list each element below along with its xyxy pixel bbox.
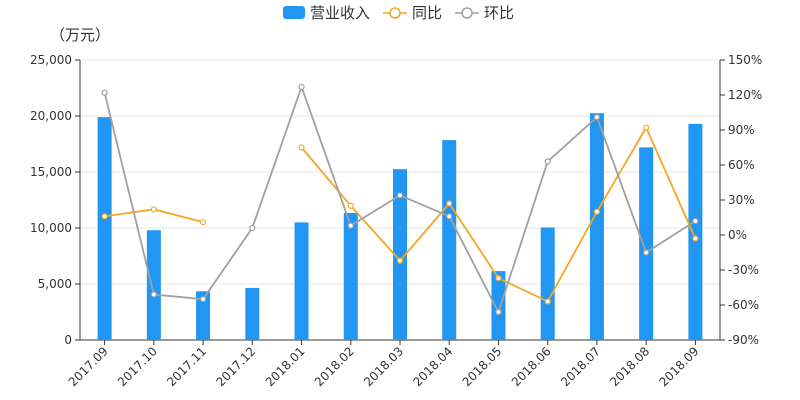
x-tick-label: 2018.04	[410, 344, 455, 389]
point-mom[interactable]	[643, 249, 650, 256]
point-mom[interactable]	[495, 308, 502, 316]
point-yoy[interactable]	[101, 213, 108, 220]
x-tick-label: 2017.11	[164, 344, 209, 389]
y-right-tick-label: 120%	[728, 88, 762, 102]
point-mom[interactable]	[692, 217, 699, 225]
x-tick-label: 2018.09	[657, 344, 702, 389]
bar-revenue[interactable]	[196, 291, 211, 340]
y-left-tick-label: 20,000	[30, 109, 72, 123]
point-mom[interactable]	[446, 213, 453, 220]
y-right-tick-label: 0%	[728, 228, 747, 242]
point-mom[interactable]	[199, 296, 207, 303]
y-right-tick-label: -30%	[728, 263, 759, 277]
y-left-tick-label: 25,000	[30, 53, 72, 67]
x-tick-label: 2018.02	[312, 344, 357, 389]
y-right-tick-label: 30%	[728, 193, 755, 207]
bar-revenue[interactable]	[540, 227, 555, 340]
point-yoy[interactable]	[593, 208, 601, 215]
point-yoy[interactable]	[199, 219, 207, 226]
bar-revenue[interactable]	[294, 222, 309, 340]
point-mom[interactable]	[101, 89, 108, 96]
y-axis-unit-label: （万元）	[50, 26, 110, 44]
bar-revenue[interactable]	[688, 123, 703, 340]
x-tick-label: 2018.01	[263, 344, 308, 389]
y-right-tick-label: 60%	[728, 158, 755, 172]
y-left-tick-label: 5,000	[38, 277, 72, 291]
point-mom[interactable]	[249, 224, 256, 232]
bar-revenue[interactable]	[639, 147, 654, 340]
x-tick-label: 2017.12	[213, 344, 258, 389]
y-axis-left-ticks: 0 5,000 10,000 15,000 20,000 25,000	[30, 53, 80, 347]
point-mom[interactable]	[298, 83, 305, 90]
legend-label-revenue: 营业收入	[310, 4, 370, 22]
bar-revenue[interactable]	[589, 113, 604, 340]
bar-revenue[interactable]	[442, 140, 457, 340]
point-yoy[interactable]	[446, 200, 453, 207]
x-tick-label: 2018.07	[558, 344, 603, 389]
point-mom[interactable]	[396, 192, 404, 199]
x-tick-label: 2018.05	[460, 344, 505, 389]
point-yoy[interactable]	[692, 235, 699, 242]
y-left-tick-label: 0	[64, 333, 72, 347]
legend-item-yoy[interactable]: 同比	[383, 4, 442, 22]
bar-revenue[interactable]	[146, 230, 161, 340]
point-yoy[interactable]	[544, 298, 551, 305]
bar-revenue[interactable]	[245, 287, 260, 340]
y-left-tick-label: 10,000	[30, 221, 72, 235]
line-series-yoy	[101, 124, 699, 305]
legend-label-mom: 环比	[484, 4, 514, 22]
x-tick-label: 2018.08	[607, 344, 652, 389]
point-yoy[interactable]	[643, 124, 650, 131]
y-right-tick-label: 90%	[728, 123, 755, 137]
x-tick-label: 2017.10	[115, 344, 160, 389]
legend: 营业收入 同比 环比	[283, 4, 514, 22]
point-mom[interactable]	[347, 222, 354, 229]
y-axis-right-ticks: -90% -60% -30% 0% 30% 60% 90% 120% 150%	[720, 53, 762, 347]
point-yoy[interactable]	[347, 202, 354, 209]
y-right-tick-label: -60%	[728, 298, 759, 312]
legend-item-revenue[interactable]: 营业收入	[283, 4, 370, 22]
bar-revenue[interactable]	[393, 169, 407, 340]
point-yoy[interactable]	[495, 275, 502, 282]
y-left-tick-label: 15,000	[30, 165, 72, 179]
legend-label-yoy: 同比	[412, 4, 442, 22]
line-series-mom	[101, 83, 699, 316]
point-yoy[interactable]	[150, 206, 157, 213]
point-mom[interactable]	[150, 291, 157, 298]
x-axis-ticks: 2017.09 2017.10 2017.11 2017.12 2018.01 2018.…	[66, 340, 702, 389]
x-tick-label: 2018.03	[361, 344, 406, 389]
x-tick-label: 2017.09	[66, 344, 111, 389]
point-yoy[interactable]	[396, 257, 404, 264]
bar-series-revenue	[97, 113, 703, 341]
x-tick-label: 2018.06	[509, 344, 554, 389]
legend-marker-yoy	[389, 7, 401, 19]
legend-item-mom[interactable]: 环比	[455, 4, 514, 22]
y-right-tick-label: -90%	[728, 333, 759, 347]
y-right-tick-label: 150%	[728, 53, 762, 67]
bar-revenue[interactable]	[343, 212, 358, 340]
point-yoy[interactable]	[298, 144, 305, 151]
point-mom[interactable]	[593, 114, 601, 121]
point-mom[interactable]	[544, 158, 551, 165]
bar-revenue[interactable]	[491, 271, 506, 340]
bar-revenue[interactable]	[97, 117, 112, 341]
legend-marker-mom	[461, 7, 473, 19]
legend-swatch-revenue	[283, 6, 305, 19]
